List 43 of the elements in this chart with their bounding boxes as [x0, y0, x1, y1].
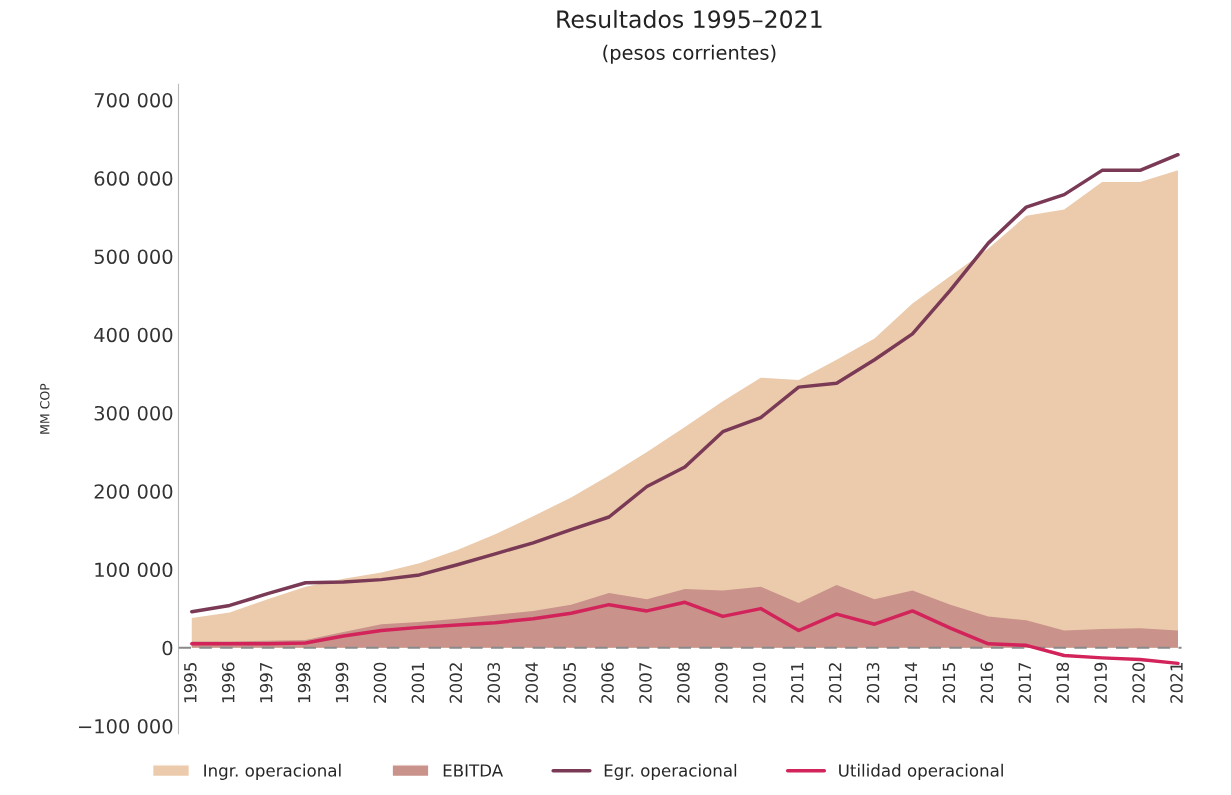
x-tick-label: 1999: [335, 662, 349, 703]
x-tick-label: 2010: [752, 662, 766, 703]
x-tick-label: 2004: [525, 662, 538, 703]
chart-title: Resultados 1995–2021: [557, 9, 822, 29]
x-tick-label: 2007: [639, 662, 652, 703]
x-tick-label: 2005: [563, 663, 576, 703]
x-tick-label: 1995: [184, 663, 197, 703]
x-tick-label: 2021: [1170, 663, 1183, 703]
legend-label: Ingr. operacional: [204, 763, 341, 780]
y-tick-label: 300 000: [94, 405, 173, 421]
x-tick-label: 2001: [411, 663, 425, 703]
x-tick-label: 1997: [259, 662, 273, 703]
x-tick-label: 2008: [677, 662, 690, 703]
y-tick-label: 100 000: [95, 562, 173, 578]
x-tick-label: 2013: [866, 662, 880, 703]
x-tick-label: 2019: [1094, 662, 1107, 703]
y-tick-label: 700 000: [94, 92, 173, 108]
y-tick-label: 500 000: [94, 249, 173, 265]
x-tick-label: 2003: [487, 662, 501, 703]
x-tick-label: 2020: [1132, 662, 1145, 703]
x-tick-label: 2009: [715, 662, 728, 703]
y-tick-label: 0: [162, 640, 173, 656]
x-tick-label: 2017: [1018, 662, 1032, 703]
y-tick-label: 200 000: [94, 484, 173, 499]
x-tick-label: 1996: [221, 662, 235, 703]
x-tick-label: 2015: [942, 663, 956, 703]
y-tick-label: −100 000: [78, 718, 173, 734]
legend-label: Utilidad operacional: [839, 763, 1003, 780]
y-axis-title: MM COP: [40, 383, 50, 434]
y-tick-label: 400 000: [94, 327, 173, 343]
x-tick-label: 2018: [1056, 662, 1070, 703]
chart-subtitle: (pesos corrientes): [603, 44, 776, 64]
x-tick-label: 1998: [297, 662, 311, 703]
x-tick-label: 2012: [828, 663, 842, 703]
x-tick-label: 2000: [373, 662, 387, 703]
x-tick-label: 2011: [790, 663, 804, 703]
y-tick-label: 600 000: [94, 171, 173, 186]
legend-label: EBITDA: [443, 764, 504, 777]
legend-label: Egr. operacional: [604, 763, 737, 780]
x-tick-label: 2006: [601, 662, 614, 703]
x-tick-label: 2002: [449, 663, 463, 703]
x-tick-label: 2014: [904, 662, 918, 703]
x-tick-label: 2016: [980, 662, 994, 703]
